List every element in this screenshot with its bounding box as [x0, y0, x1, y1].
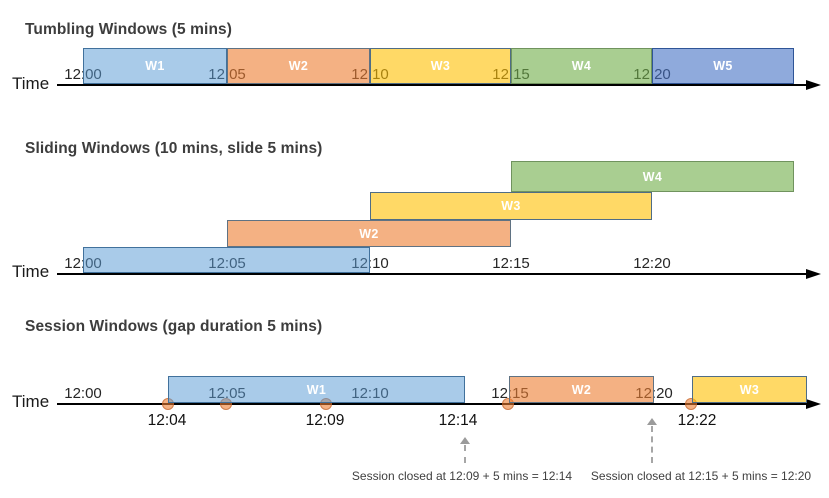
time-axis-line: [57, 84, 808, 87]
window-bar: W2: [509, 376, 654, 403]
tick-label: 12:20: [633, 255, 671, 272]
event-time-label: 12:09: [305, 412, 345, 429]
tick-label: 12:00: [64, 385, 102, 402]
callout-arrow-icon: [460, 437, 470, 444]
window-bar: W2: [227, 48, 370, 84]
time-axis-line: [57, 273, 808, 276]
callout-arrow-icon: [647, 418, 657, 425]
window-bar-label: W2: [359, 226, 379, 241]
window-bar: W3: [370, 192, 652, 220]
window-bar: W1: [168, 376, 465, 403]
time-axis-arrow-icon: [806, 79, 821, 90]
window-bar-label: W1: [145, 59, 165, 73]
window-bar: W4: [511, 48, 652, 84]
time-axis-label: Time: [12, 74, 50, 93]
window-bar: W4: [511, 161, 794, 192]
section-title: Session Windows (gap duration 5 mins): [25, 317, 323, 335]
window-bar: W5: [652, 48, 794, 84]
window-bar-label: W2: [288, 59, 309, 73]
section-title: Tumbling Windows (5 mins): [25, 20, 233, 38]
time-axis-arrow-icon: [806, 268, 821, 279]
window-bar: W2: [227, 220, 511, 247]
window-bar: W3: [370, 48, 511, 84]
callout-text: Session closed at 12:15 + 5 mins = 12:20: [590, 469, 812, 483]
time-axis-label: Time: [12, 392, 50, 411]
window-bar-label: W3: [430, 59, 451, 73]
event-time-label: 12:22: [677, 412, 717, 429]
window-bar: W1: [83, 48, 227, 84]
event-time-label: 12:14: [438, 412, 478, 429]
window-bar-label: W3: [739, 382, 760, 397]
window-bar-label: W3: [501, 199, 521, 213]
time-axis-line: [57, 403, 808, 406]
event-time-label: 12:04: [147, 412, 187, 429]
window-bar-label: W2: [571, 382, 592, 397]
section-title: Sliding Windows (10 mins, slide 5 mins): [25, 139, 323, 157]
callout-arrow-shaft: [464, 445, 466, 463]
tick-label: 12:15: [492, 255, 530, 272]
window-bar: [83, 247, 370, 273]
window-bar-label: W1: [306, 382, 327, 397]
time-axis-label: Time: [12, 262, 50, 281]
window-bar: W3: [692, 376, 807, 403]
callout-arrow-shaft: [651, 426, 653, 463]
time-axis-arrow-icon: [806, 398, 821, 409]
callout-text: Session closed at 12:09 + 5 mins = 12:14: [351, 469, 573, 483]
window-bar-label: W5: [713, 59, 733, 73]
window-bar-label: W4: [642, 169, 663, 184]
window-bar-label: W4: [571, 59, 592, 73]
